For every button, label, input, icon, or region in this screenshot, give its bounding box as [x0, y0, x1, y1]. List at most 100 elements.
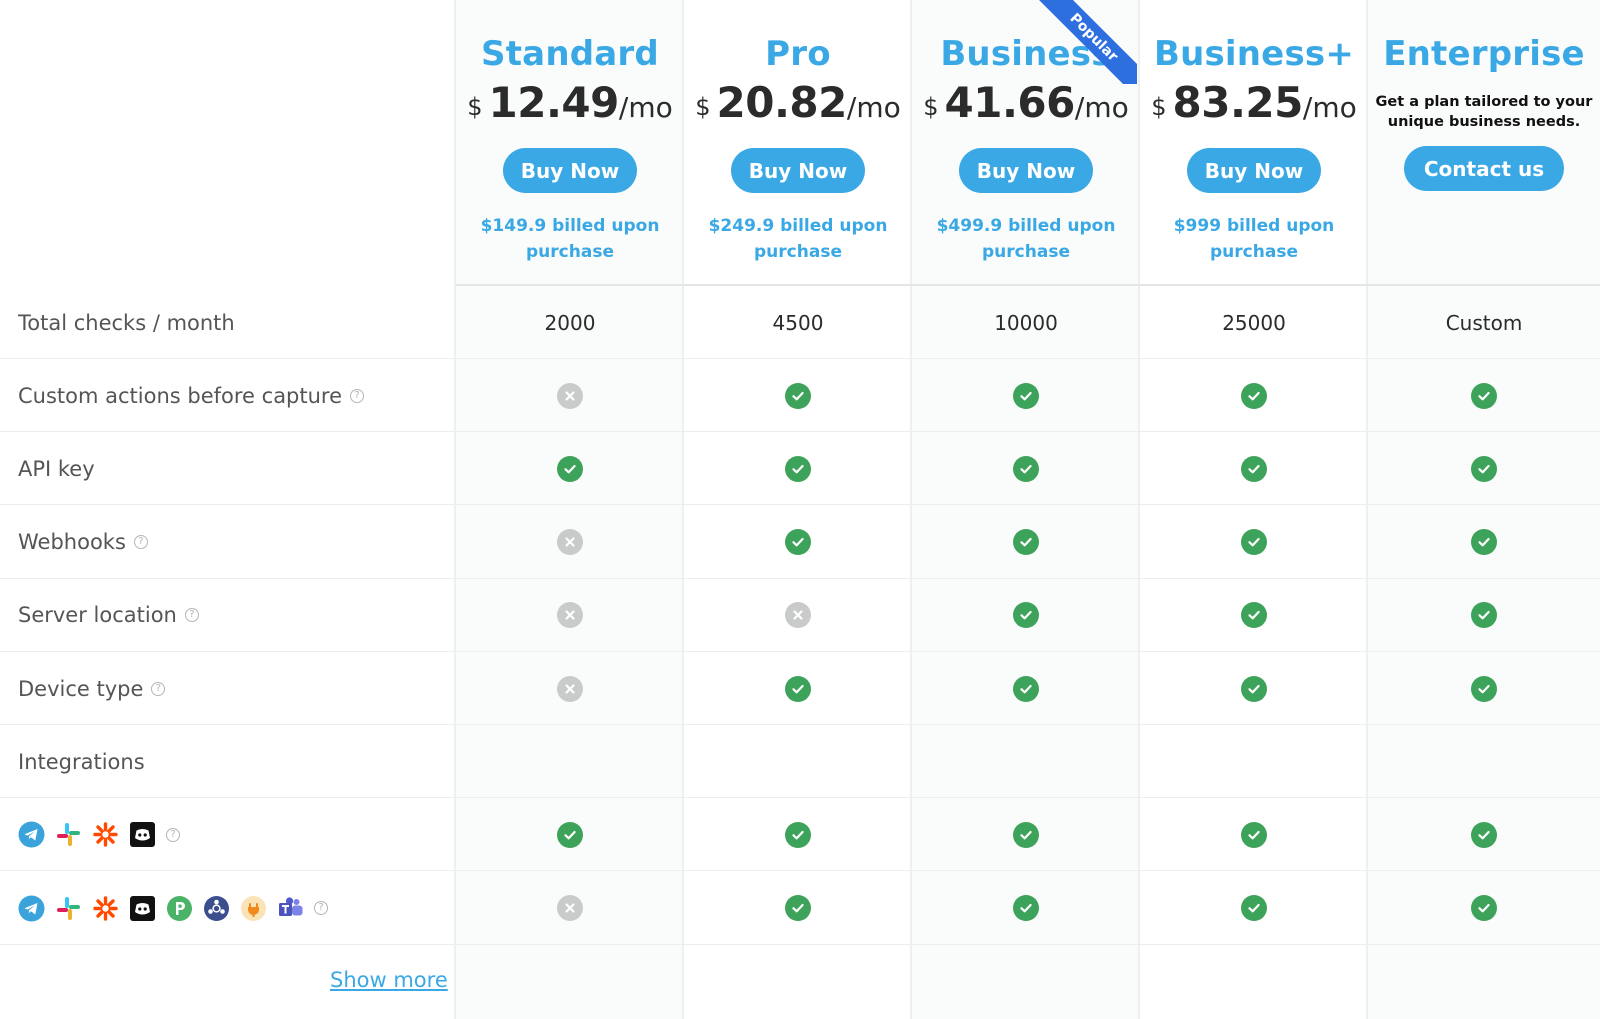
plan-cell [684, 432, 912, 505]
column-divider [1138, 0, 1140, 1019]
plan-cell: 25000 [1140, 286, 1368, 359]
check-icon [1241, 895, 1267, 922]
plan-cell [912, 359, 1140, 432]
check-icon [1013, 455, 1039, 482]
feature-label-text: Integrations [18, 749, 145, 774]
slack-icon [55, 895, 82, 922]
discord-icon [129, 821, 156, 848]
feature-label: Webhooks? [18, 506, 148, 579]
plan-cell [1140, 432, 1368, 505]
check-icon [1013, 675, 1039, 702]
plan-standard: Standard $12.49/mo Buy Now $149.9 billed… [456, 0, 684, 285]
column-divider [454, 0, 456, 1019]
plan-cell [1140, 725, 1368, 798]
check-icon [1241, 602, 1267, 629]
buy-now-button[interactable]: Buy Now [959, 148, 1093, 193]
header-divider [456, 284, 1600, 286]
plan-cell [684, 872, 912, 945]
price-period: /mo [1074, 91, 1129, 124]
plan-cell [1368, 872, 1600, 945]
buy-now-button[interactable]: Buy Now [1187, 148, 1321, 193]
price-period: /mo [618, 91, 673, 124]
billed-note: $999 billed upon purchase [1173, 216, 1335, 262]
cross-icon [557, 675, 583, 702]
check-icon [1471, 455, 1497, 482]
plan-cell: 4500 [684, 286, 912, 359]
feature-label: Device type? [18, 652, 166, 725]
check-icon [1471, 602, 1497, 629]
help-icon[interactable]: ? [184, 608, 199, 623]
buy-now-button[interactable]: Buy Now [503, 148, 637, 193]
buy-now-button[interactable]: Buy Now [731, 148, 865, 193]
contact-us-button[interactable]: Contact us [1404, 146, 1564, 191]
plan-cell [456, 579, 684, 652]
price-amount: 41.66 [944, 78, 1076, 127]
plan-cell [684, 506, 912, 579]
zapier-icon [92, 895, 119, 922]
plug-icon [240, 895, 267, 922]
plan-cell: 10000 [912, 286, 1140, 359]
price-amount: 20.82 [716, 78, 848, 127]
plan-cell [1140, 798, 1368, 871]
help-icon[interactable]: ? [133, 535, 148, 550]
cross-icon [557, 602, 583, 629]
check-icon [785, 821, 811, 848]
feature-label: Integrations [18, 725, 145, 798]
cross-icon [785, 602, 811, 629]
help-icon[interactable]: ? [314, 901, 328, 916]
price-period: /mo [1302, 91, 1357, 124]
plan-cell [684, 579, 912, 652]
plan-cell [456, 652, 684, 725]
plan-cell [912, 872, 1140, 945]
price-amount: 12.49 [488, 78, 620, 127]
check-icon [785, 529, 811, 556]
plan-cell [684, 798, 912, 871]
integration-icons: ? [18, 798, 180, 871]
check-icon [1013, 821, 1039, 848]
show-more-link[interactable]: Show more [330, 968, 448, 992]
feature-row: Webhooks? [0, 506, 1600, 579]
plan-cell [456, 872, 684, 945]
telegram-icon [18, 821, 45, 848]
feature-row: ? [0, 872, 1600, 945]
pushbullet-icon [166, 895, 193, 922]
plan-cell [912, 506, 1140, 579]
plan-cell: Custom [1368, 286, 1600, 359]
column-divider [1366, 0, 1368, 1019]
feature-label-text: Server location [18, 603, 177, 628]
help-icon[interactable]: ? [166, 827, 180, 842]
plan-cell [456, 432, 684, 505]
feature-row: Server location? [0, 579, 1600, 652]
plan-cell [456, 506, 684, 579]
plan-price: $41.66/mo [912, 78, 1140, 127]
check-icon [1241, 821, 1267, 848]
plan-pro: Pro $20.82/mo Buy Now $249.9 billed upon… [684, 0, 912, 285]
plan-cell [456, 725, 684, 798]
plan-cell [912, 652, 1140, 725]
plan-name: Business+ [1153, 34, 1355, 74]
check-icon [557, 821, 583, 848]
plan-cell [1368, 359, 1600, 432]
feature-label-text: Webhooks [18, 530, 126, 555]
help-icon[interactable]: ? [350, 388, 365, 403]
cell-value: 4500 [772, 310, 824, 335]
telegram-icon [18, 895, 45, 922]
plan-price: $83.25/mo [1140, 78, 1368, 127]
teams-icon [277, 895, 304, 922]
feature-label: Total checks / month [18, 286, 235, 359]
plan-cell [1140, 579, 1368, 652]
billed-note: $149.9 billed upon purchase [480, 216, 660, 262]
feature-column-bg [0, 0, 456, 1019]
price-currency: $ [467, 93, 483, 121]
cell-value: 10000 [994, 310, 1058, 335]
check-icon [1241, 382, 1267, 409]
feature-row: Integrations [0, 725, 1600, 799]
help-icon[interactable]: ? [151, 681, 166, 696]
plan-cell: 2000 [456, 286, 684, 359]
plan-price: $20.82/mo [684, 78, 912, 127]
chat-webhook-icon [203, 895, 230, 922]
plan-cell [912, 579, 1140, 652]
plan-cell [684, 652, 912, 725]
plan-name: Standard [481, 34, 659, 74]
